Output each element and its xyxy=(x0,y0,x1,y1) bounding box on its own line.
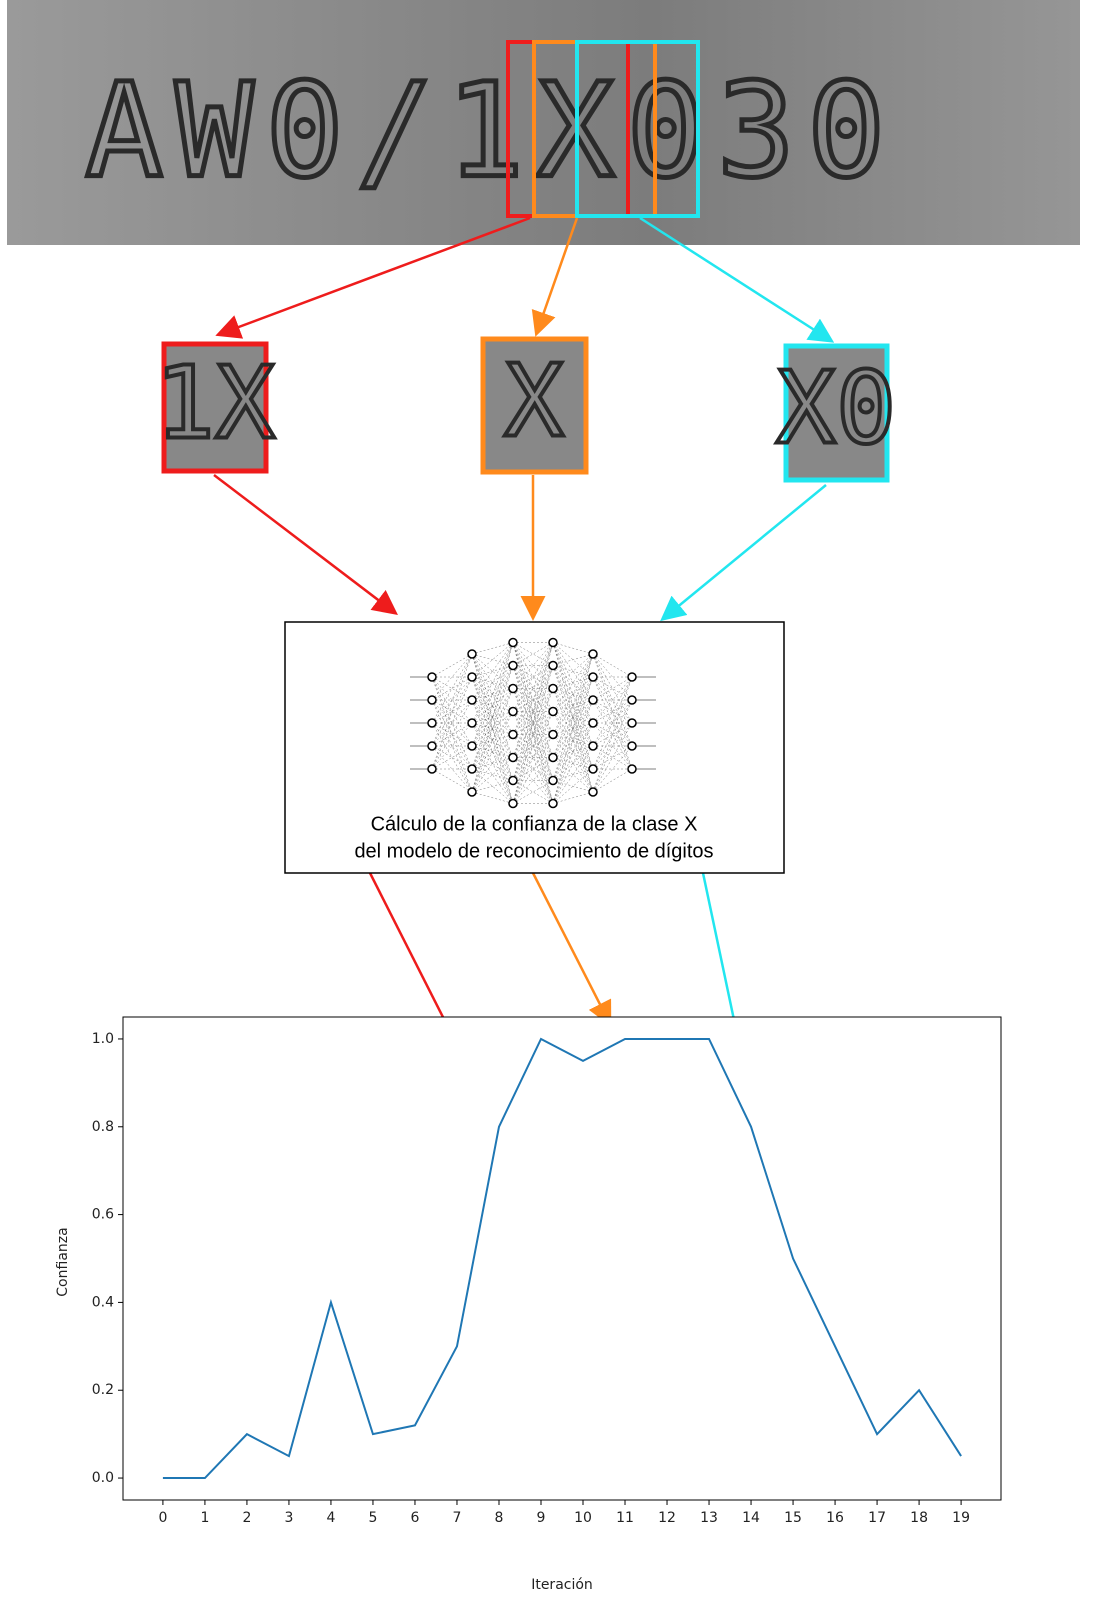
y-tick-label: 0.8 xyxy=(92,1119,114,1135)
network-node xyxy=(549,731,557,739)
network-node xyxy=(509,754,517,762)
network-node xyxy=(549,708,557,716)
network-node xyxy=(468,673,476,681)
network-node xyxy=(509,662,517,670)
x-tick-label: 11 xyxy=(616,1510,634,1526)
network-node xyxy=(549,800,557,808)
network-node xyxy=(549,662,557,670)
x-tick-label: 13 xyxy=(700,1510,718,1526)
y-axis-label: Confianza xyxy=(55,1227,71,1296)
network-node xyxy=(468,719,476,727)
network-node xyxy=(628,673,636,681)
x-tick-label: 10 xyxy=(574,1510,592,1526)
x-tick-label: 16 xyxy=(826,1510,844,1526)
y-tick-label: 0.2 xyxy=(92,1382,114,1398)
network-node xyxy=(628,696,636,704)
network-node xyxy=(509,800,517,808)
network-node xyxy=(428,719,436,727)
x-tick-label: 3 xyxy=(284,1510,293,1526)
network-node xyxy=(549,777,557,785)
x-tick-label: 5 xyxy=(368,1510,377,1526)
crop-text: X0 xyxy=(776,349,896,466)
x-tick-label: 7 xyxy=(453,1510,462,1526)
image-text: AW0/1X030 xyxy=(85,55,897,207)
plot-frame xyxy=(123,1017,1001,1500)
x-tick-label: 9 xyxy=(537,1510,546,1526)
network-node xyxy=(428,673,436,681)
y-tick-label: 1.0 xyxy=(92,1031,114,1047)
network-node xyxy=(589,696,597,704)
x-tick-label: 17 xyxy=(868,1510,886,1526)
model-caption: Cálculo de la confianza de la clase X xyxy=(371,813,698,835)
arrow xyxy=(664,485,826,618)
y-tick-label: 0.4 xyxy=(92,1294,114,1310)
crop-text: X xyxy=(504,342,564,459)
network-node xyxy=(509,777,517,785)
x-tick-label: 4 xyxy=(326,1510,335,1526)
network-node xyxy=(589,650,597,658)
network-node xyxy=(509,639,517,647)
x-tick-label: 8 xyxy=(495,1510,504,1526)
network-node xyxy=(589,765,597,773)
model-caption: del modelo de reconocimiento de dígitos xyxy=(354,840,713,862)
network-node xyxy=(468,650,476,658)
network-node xyxy=(468,765,476,773)
x-tick-label: 0 xyxy=(158,1510,167,1526)
x-tick-label: 12 xyxy=(658,1510,676,1526)
x-axis-label: Iteración xyxy=(531,1577,593,1593)
network-node xyxy=(628,719,636,727)
crops: 1X X X0 xyxy=(155,339,896,480)
network-node xyxy=(428,742,436,750)
crop-text: 1X xyxy=(155,344,275,461)
x-tick-label: 15 xyxy=(784,1510,802,1526)
x-tick-label: 1 xyxy=(200,1510,209,1526)
network-node xyxy=(549,685,557,693)
network-node xyxy=(468,696,476,704)
model-box xyxy=(285,622,784,873)
arrow xyxy=(214,475,394,612)
x-tick-label: 18 xyxy=(910,1510,928,1526)
network-node xyxy=(509,685,517,693)
network-node xyxy=(549,639,557,647)
y-tick-label: 0.6 xyxy=(92,1207,114,1223)
x-tick-label: 19 xyxy=(952,1510,970,1526)
network-node xyxy=(628,765,636,773)
line-chart: Iteración Confianza 0.0 0.2 0.4 0.6 0.8 1.0 0 1… xyxy=(55,1017,1001,1593)
network-node xyxy=(589,742,597,750)
network-node xyxy=(589,788,597,796)
network-node xyxy=(628,742,636,750)
network-node xyxy=(549,754,557,762)
network-node xyxy=(589,673,597,681)
figure: AW0/1X030 1X X X0 Cálculo de la confianz… xyxy=(0,0,1104,1601)
network-node xyxy=(468,788,476,796)
network-node xyxy=(589,719,597,727)
network-node xyxy=(509,731,517,739)
network-node xyxy=(468,742,476,750)
network-node xyxy=(509,708,517,716)
x-tick-label: 14 xyxy=(742,1510,760,1526)
x-tick-label: 2 xyxy=(242,1510,251,1526)
y-tick-label: 0.0 xyxy=(92,1470,114,1486)
network-node xyxy=(428,696,436,704)
x-tick-label: 6 xyxy=(411,1510,420,1526)
network-node xyxy=(428,765,436,773)
arrow xyxy=(533,873,609,1022)
